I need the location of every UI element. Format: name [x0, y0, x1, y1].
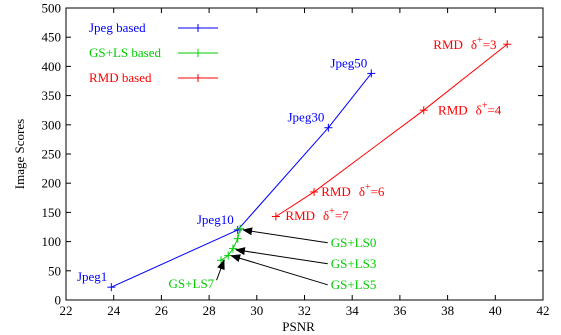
- legend-label-0: Jpeg based: [89, 20, 146, 35]
- legend-label-2: RMD based: [89, 70, 152, 85]
- x-tick-label: 36: [393, 303, 407, 318]
- series-0-point-2: [324, 123, 333, 132]
- annotation-rmd6-val: =6: [371, 184, 385, 199]
- annotation-gs7: GS+LS7: [169, 276, 215, 291]
- annotation-rmd7: RMD δ+=7: [285, 206, 349, 223]
- series-2-point-2: [419, 106, 428, 115]
- y-tick-label: 500: [42, 1, 62, 16]
- series-line-0: [111, 73, 372, 288]
- annotation-rmd3: RMD δ+=3: [433, 35, 496, 52]
- annotation-rmd6-base: RMD: [321, 184, 351, 199]
- series-2-point-1: [310, 187, 319, 196]
- series-1-point-2: [228, 244, 237, 253]
- series-layer: [107, 40, 512, 292]
- series-0-point-0: [107, 283, 116, 292]
- arrow-gs5: [230, 254, 328, 286]
- series-2-point-3: [503, 40, 512, 49]
- series-line-2: [275, 43, 508, 217]
- x-tick-label: 34: [346, 303, 360, 318]
- annotation-gs5: GS+LS5: [331, 277, 377, 292]
- y-tick-label: 0: [55, 293, 62, 308]
- annotation-rmd4-sup: +: [482, 100, 488, 111]
- x-tick-label: 42: [537, 303, 550, 318]
- axes: 22 24 26 28 30 32 34 36 38 40 42 0 50 100 150 200 250 300…: [12, 1, 550, 335]
- annotation-rmd7-val: =7: [335, 208, 349, 223]
- series-0: [107, 69, 376, 292]
- legend-marker-2: [194, 74, 202, 82]
- annotation-gs0: GS+LS0: [331, 235, 377, 250]
- annotation-rmd7-sup: +: [329, 206, 335, 217]
- annotation-rmd7-sym: δ: [323, 208, 329, 223]
- annotation-rmd6-sym: δ: [359, 184, 365, 199]
- series-2-point-0: [271, 212, 280, 221]
- y-tick-label: 350: [42, 88, 62, 103]
- annotation-rmd6-sup: +: [365, 182, 371, 193]
- x-tick-label: 40: [489, 303, 502, 318]
- x-tick-label: 28: [203, 303, 216, 318]
- annotation-rmd4: RMD δ+=4: [438, 100, 502, 117]
- x-tick-label: 26: [155, 303, 169, 318]
- legend-marker-1: [194, 49, 202, 57]
- y-tick-label: 100: [42, 234, 62, 249]
- annotation-rmd4-val: =4: [487, 102, 501, 117]
- annotation-jpeg10: Jpeg10: [197, 212, 234, 227]
- series-1-point-1: [233, 234, 242, 243]
- x-tick-label: 22: [60, 303, 73, 318]
- arrow-gs3: [234, 247, 328, 265]
- x-tick-label: 38: [441, 303, 454, 318]
- y-tick-label: 450: [42, 30, 62, 45]
- annotation-rmd4-sym: δ: [476, 102, 482, 117]
- annotation-rmd4-base: RMD: [438, 102, 468, 117]
- y-tick-label: 400: [42, 59, 62, 74]
- annotation-rmd3-sup: +: [477, 35, 483, 46]
- x-axis-label: PSNR: [282, 319, 315, 334]
- y-tick-label: 250: [42, 147, 62, 162]
- annotation-rmd3-sym: δ: [471, 37, 477, 52]
- x-tick-label: 30: [250, 303, 263, 318]
- series-0-point-3: [367, 69, 376, 78]
- annotation-jpeg30: Jpeg30: [288, 110, 325, 125]
- annotation-rmd7-base: RMD: [285, 208, 315, 223]
- arrow-gs0: [242, 227, 328, 244]
- y-tick-label: 50: [48, 263, 61, 278]
- annotation-gs3: GS+LS3: [331, 256, 377, 271]
- x-tick-label: 32: [298, 303, 311, 318]
- y-tick-label: 150: [42, 205, 62, 220]
- series-1-point-3: [224, 251, 233, 260]
- legend-label-1: GS+LS based: [89, 45, 161, 60]
- y-tick-label: 200: [42, 176, 62, 191]
- y-tick-label: 300: [42, 117, 62, 132]
- x-tick-label: 24: [107, 303, 121, 318]
- annotation-rmd3-val: =3: [483, 37, 497, 52]
- legend-marker-0: [194, 24, 202, 32]
- annotation-rmd6: RMD δ+=6: [321, 182, 385, 199]
- series-2: [271, 40, 512, 221]
- annotation-jpeg50: Jpeg50: [330, 55, 367, 70]
- annotation-jpeg1: Jpeg1: [77, 269, 107, 284]
- y-axis-label: Image Scores: [12, 119, 27, 189]
- legend: Jpeg based GS+LS based RMD based: [89, 20, 218, 85]
- annotation-rmd3-base: RMD: [433, 37, 463, 52]
- arrow-gs7: [216, 259, 225, 281]
